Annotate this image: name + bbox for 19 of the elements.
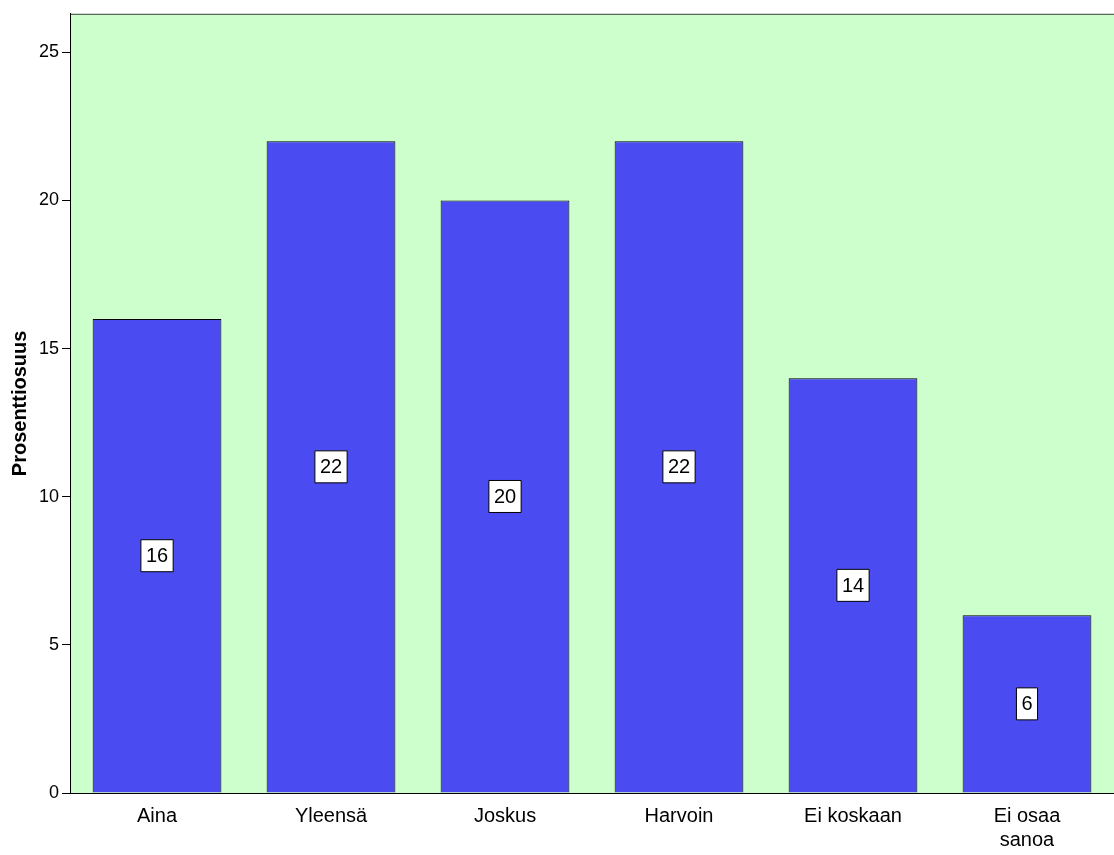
x-tick-label: Ei osaa sanoa <box>993 803 1062 850</box>
x-tick-label: Yleensä <box>294 803 369 826</box>
data-label: 14 <box>841 573 865 596</box>
x-tick-label: Harvoin <box>644 803 714 826</box>
data-label: 16 <box>145 544 169 567</box>
data-label: 20 <box>493 484 517 507</box>
y-tick-label: 0 <box>49 781 60 802</box>
x-tick-label: Ei koskaan <box>804 803 902 826</box>
x-tick-label: Joskus <box>473 803 537 826</box>
y-tick-label: 20 <box>38 189 60 210</box>
data-label: 22 <box>319 455 343 478</box>
y-axis-title: Prosenttiosuus <box>7 330 30 477</box>
y-tick-label: 5 <box>49 633 60 654</box>
x-tick-label: Aina <box>137 803 178 826</box>
data-label: 22 <box>667 455 691 478</box>
y-tick-label: 25 <box>38 41 60 62</box>
y-tick-label: 15 <box>38 337 60 358</box>
data-label: 6 <box>1021 692 1033 715</box>
y-tick-label: 10 <box>38 485 60 506</box>
